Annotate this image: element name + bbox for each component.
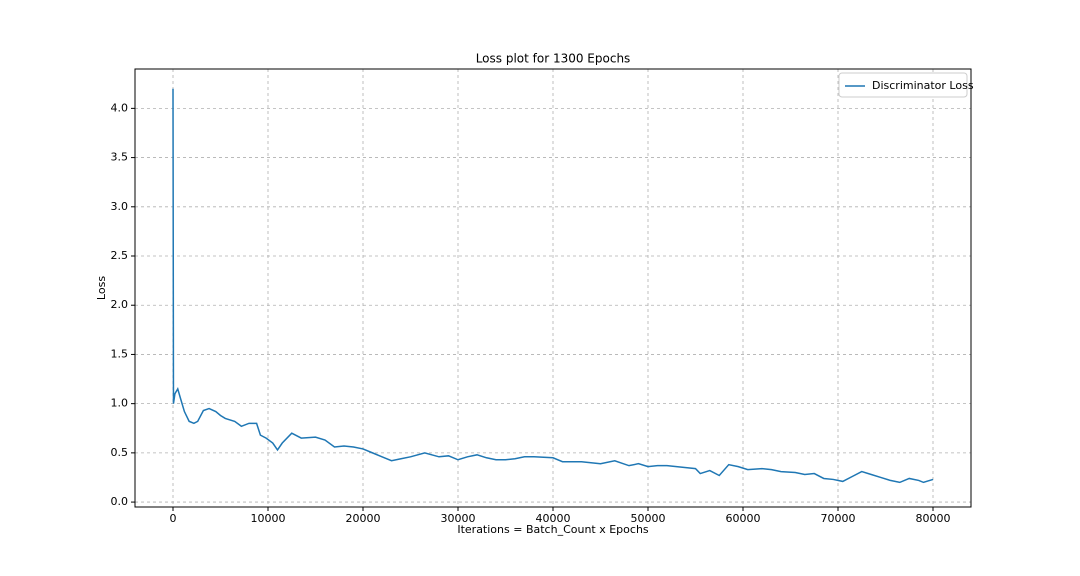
y-tick-label: 0.5 [111, 446, 129, 459]
x-tick-label: 40000 [536, 512, 571, 525]
x-axis-label: Iterations = Batch_Count x Epochs [457, 523, 649, 536]
y-tick-label: 0.0 [111, 495, 129, 508]
y-tick-label: 3.0 [111, 200, 129, 213]
x-tick-label: 0 [170, 512, 177, 525]
y-tick-label: 3.5 [111, 151, 129, 164]
chart-title: Loss plot for 1300 Epochs [476, 52, 631, 66]
x-tick-label: 50000 [631, 512, 666, 525]
line [172, 88, 934, 484]
x-tick-label: 10000 [251, 512, 286, 525]
y-tick-label: 2.5 [111, 249, 129, 262]
y-tick-label: 4.0 [111, 101, 129, 114]
x-tick-label: 60000 [726, 512, 761, 525]
legend-label: Discriminator Loss [872, 79, 974, 92]
y-axis-label: Loss [95, 276, 108, 300]
plot-frame [134, 68, 972, 508]
x-tick-label: 20000 [346, 512, 381, 525]
x-tick-label: 80000 [916, 512, 951, 525]
x-tick-label: 70000 [821, 512, 856, 525]
legend-box [838, 72, 968, 98]
y-tick-label: 1.5 [111, 347, 129, 360]
x-tick-label: 30000 [441, 512, 476, 525]
y-tick-label: 2.0 [111, 298, 129, 311]
y-tick-label: 1.0 [111, 397, 129, 410]
